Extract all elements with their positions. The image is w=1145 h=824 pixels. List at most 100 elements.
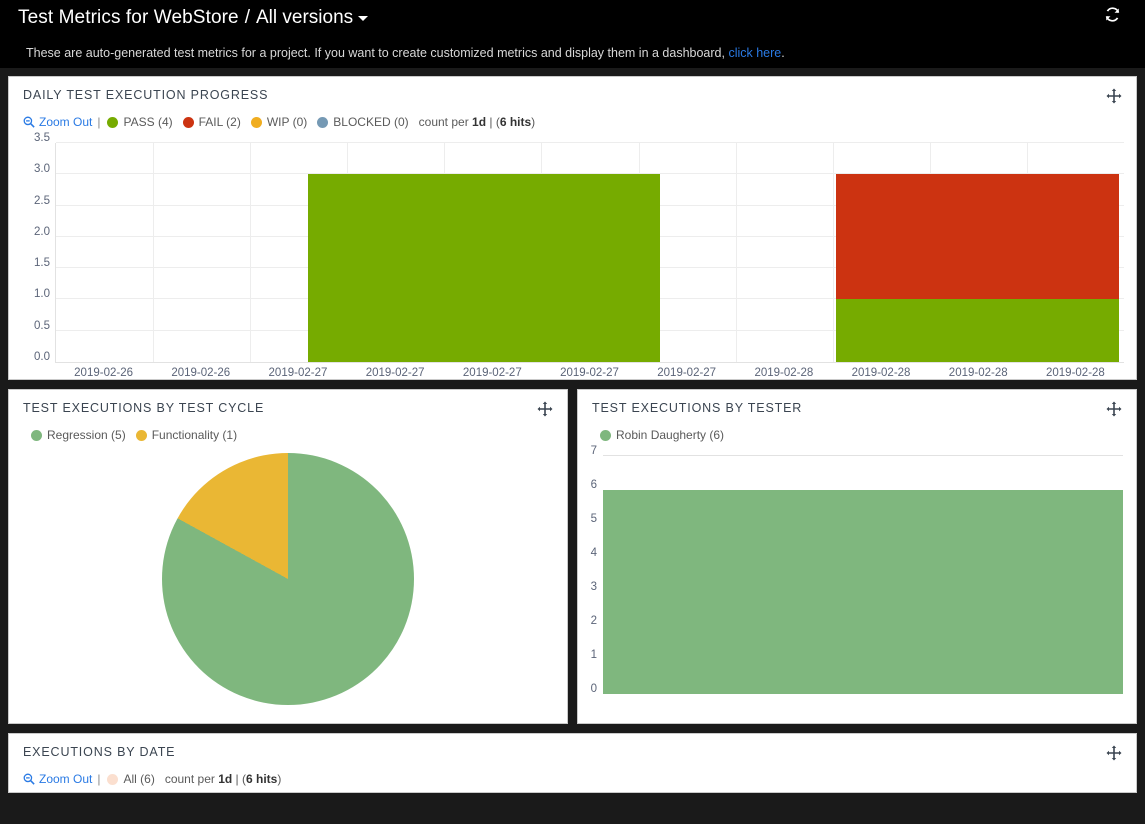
panel-test-executions-by-test-cycle: TEST EXECUTIONS BY TEST CYCLE Regression…	[8, 389, 568, 724]
chart-daily-bar-segment-fail[interactable]	[835, 174, 1119, 300]
click-here-link[interactable]: click here	[728, 46, 782, 60]
legend-item-pass[interactable]: PASS (4)	[107, 115, 173, 129]
panel-title-cycle: TEST EXECUTIONS BY TEST CYCLE	[23, 401, 265, 415]
legend-item-blocked[interactable]: BLOCKED (0)	[317, 115, 409, 129]
legend-meta-daily: count per 1d | (6 hits)	[419, 115, 536, 129]
legend-item-functionality[interactable]: Functionality (1)	[135, 428, 238, 442]
legend-label-wip: WIP (0)	[266, 115, 308, 129]
legend-swatch-functionality	[135, 429, 147, 441]
legend-swatch-all	[107, 773, 119, 785]
chart-daily-y-tick: 0.0	[34, 351, 50, 363]
chevron-down-icon	[358, 16, 369, 21]
legend-item-fail[interactable]: FAIL (2)	[182, 115, 241, 129]
subtitle-text-after: .	[781, 46, 785, 60]
legend-swatch-fail	[182, 116, 194, 128]
chart-daily-x-axis: 2019-02-26 2019-02-26 2019-02-27 2019-02-27…	[55, 365, 1124, 385]
panel-header-daily: DAILY TEST EXECUTION PROGRESS	[9, 77, 1136, 106]
move-handle-icon[interactable]	[1106, 745, 1122, 761]
chart-daily-test-execution-progress: 0.0 0.5 1.0 1.5 2.0 2.5 3.0 3.5 2019-02-26 2019-…	[9, 132, 1136, 385]
panel-executions-by-date: EXECUTIONS BY DATE Zoom Out | All (6)	[8, 733, 1137, 793]
chart-daily-x-tick: 2019-02-27	[462, 367, 522, 379]
subtitle-text-before: These are auto-generated test metrics fo…	[26, 46, 729, 60]
legend-item-wip[interactable]: WIP (0)	[250, 115, 308, 129]
chart-daily-y-tick: 2.0	[34, 225, 50, 238]
chart-daily-gridline	[56, 173, 1124, 175]
chart-test-executions-by-tester: 0 1 2 3 4 5 6 7	[578, 445, 1136, 704]
legend-swatch-pass	[107, 116, 119, 128]
title-separator: /	[244, 7, 250, 28]
panel-header-bydate: EXECUTIONS BY DATE	[9, 734, 1136, 763]
version-dropdown-label: All versions	[256, 7, 354, 28]
legend-daily: Zoom Out | PASS (4) FAIL (2) WIP (0) BLO…	[9, 106, 1136, 133]
chart-tester-y-tick: 5	[590, 513, 597, 525]
legend-meta-bydate: count per 1d | (6 hits)	[165, 772, 282, 786]
chart-tester-y-tick: 1	[590, 649, 597, 662]
chart-tester-y-tick: 2	[590, 615, 597, 628]
panel-title-bydate: EXECUTIONS BY DATE	[23, 745, 176, 759]
panel-title-daily: DAILY TEST EXECUTION PROGRESS	[23, 88, 269, 102]
legend-item-robin-daugherty[interactable]: Robin Daugherty (6)	[600, 428, 724, 442]
zoom-out-button-daily[interactable]: Zoom Out	[23, 115, 92, 129]
chart-tester-y-tick: 3	[590, 581, 597, 593]
legend-meta-prefix-daily: count per	[418, 115, 473, 129]
chart-test-executions-by-test-cycle: Functionality 17% Regression 83%	[9, 446, 567, 708]
title-row: Test Metrics for WebStore / All versions	[0, 6, 1145, 38]
chart-tester-y-tick: 0	[590, 683, 597, 695]
legend-label-robin-daugherty: Robin Daugherty (6)	[616, 428, 725, 442]
zoom-out-label-daily: Zoom Out	[39, 115, 93, 129]
legend-item-all[interactable]: All (6)	[107, 772, 155, 786]
chart-daily-y-tick: 1.5	[34, 257, 50, 270]
page-title: Test Metrics for WebStore	[18, 7, 239, 28]
legend-item-regression[interactable]: Regression (5)	[31, 428, 126, 442]
chart-tester-y-tick: 7	[590, 445, 597, 457]
chart-daily-bar-segment-pass[interactable]	[308, 174, 661, 362]
legend-label-blocked: BLOCKED (0)	[333, 115, 409, 129]
legend-meta-suffix-daily: )	[531, 115, 536, 129]
zoom-out-label-bydate: Zoom Out	[39, 772, 93, 786]
page-header: Test Metrics for WebStore / All versions…	[0, 0, 1145, 68]
chart-daily-x-tick: 2019-02-28	[754, 367, 814, 379]
chart-daily-x-tick: 2019-02-28	[948, 367, 1008, 379]
dashboard-row-2: TEST EXECUTIONS BY TEST CYCLE Regression…	[8, 389, 1137, 733]
legend-swatch-wip	[250, 116, 262, 128]
chart-daily-y-tick: 0.5	[34, 319, 50, 332]
zoom-out-icon	[23, 773, 35, 785]
panel-title-tester: TEST EXECUTIONS BY TESTER	[592, 401, 803, 415]
legend-separator-bydate: |	[97, 772, 101, 786]
legend-swatch-regression	[31, 429, 42, 441]
page-subtitle: These are auto-generated test metrics fo…	[0, 38, 1145, 60]
zoom-out-icon	[23, 116, 35, 128]
chart-daily-vgridline	[153, 143, 155, 362]
panel-header-tester: TEST EXECUTIONS BY TESTER	[578, 390, 1136, 419]
pie-chart[interactable]	[162, 453, 414, 705]
zoom-out-button-bydate[interactable]: Zoom Out	[23, 772, 92, 786]
legend-label-functionality: Functionality (1)	[151, 428, 238, 442]
refresh-icon[interactable]	[1104, 6, 1127, 26]
move-handle-icon[interactable]	[1106, 88, 1122, 104]
legend-meta-hits-daily: 6 hits	[499, 115, 532, 129]
version-dropdown[interactable]: All versions	[256, 7, 369, 29]
chart-daily-x-tick: 2019-02-28	[851, 367, 911, 379]
chart-daily-x-tick: 2019-02-27	[268, 367, 328, 379]
chart-daily-vgridline	[832, 143, 834, 362]
chart-daily-y-tick: 3.5	[34, 132, 50, 144]
legend-meta-hits-bydate: 6 hits	[246, 772, 278, 786]
chart-daily-vgridline	[735, 143, 737, 362]
legend-meta-prefix-bydate: count per	[164, 772, 219, 786]
move-handle-icon[interactable]	[1106, 401, 1122, 417]
chart-tester-bar[interactable]	[603, 490, 1123, 694]
panel-test-executions-by-tester: TEST EXECUTIONS BY TESTER Robin Daughert…	[577, 389, 1137, 724]
chart-tester-y-tick: 4	[590, 547, 597, 560]
legend-tester: Robin Daugherty (6)	[578, 419, 1136, 446]
legend-meta-interval-daily: 1d	[472, 115, 487, 129]
legend-separator-daily: |	[97, 115, 101, 129]
chart-daily-x-tick: 2019-02-27	[365, 367, 425, 379]
move-handle-icon[interactable]	[537, 401, 553, 417]
legend-label-all: All (6)	[123, 772, 155, 786]
chart-daily-y-tick: 2.5	[34, 194, 50, 207]
chart-daily-x-tick: 2019-02-26	[74, 367, 133, 379]
chart-daily-bar-segment-pass[interactable]	[835, 299, 1119, 362]
chart-daily-plot-area: 0.0 0.5 1.0 1.5 2.0 2.5 3.0 3.5	[34, 132, 1124, 363]
legend-label-regression: Regression (5)	[47, 428, 126, 442]
panel-header-cycle: TEST EXECUTIONS BY TEST CYCLE	[9, 390, 567, 419]
